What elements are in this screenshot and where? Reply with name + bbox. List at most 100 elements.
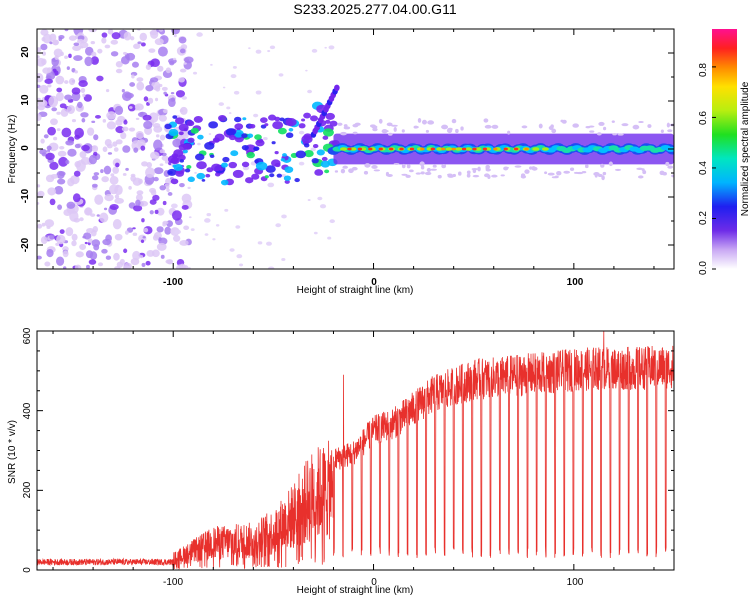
spectrogram-cell <box>122 145 131 153</box>
spectrogram-cell <box>281 257 286 261</box>
spectrogram-cell <box>485 164 491 169</box>
spectrogram-cell <box>57 204 63 210</box>
spectrogram-cell <box>131 61 139 68</box>
spectrogram-cell <box>632 124 640 130</box>
spectrogram-cell <box>64 29 69 32</box>
spectrogram-cell <box>175 170 185 177</box>
spectrogram-cell <box>183 128 188 132</box>
spectrogram-cell <box>56 128 61 132</box>
spectrogram-cell <box>97 48 103 54</box>
spectrogram-cell <box>115 162 120 168</box>
colorbar: 0.0 0.2 0.4 0.6 0.8 Normalized spectral … <box>698 29 750 275</box>
spectrogram-cell <box>371 164 378 169</box>
spectrogram-cell <box>79 217 84 222</box>
snr-panel: -100 0 100 0 200 400 600 Height of strai… <box>7 327 675 596</box>
spectrogram-cell <box>50 173 58 179</box>
spectrogram-ytick-label: 20 <box>20 46 31 58</box>
spectrogram-cell <box>167 192 173 196</box>
spectrogram-cell <box>421 119 427 125</box>
spectrogram-cell <box>84 56 93 67</box>
spectrogram-cell <box>229 134 236 141</box>
spectrogram-cell <box>172 57 177 61</box>
spectrogram-cell <box>103 165 112 175</box>
spectrogram-cell <box>64 55 69 59</box>
spectrogram-cell <box>114 197 124 204</box>
spectrogram-cell <box>441 124 449 130</box>
spectrogram-cell <box>430 147 436 151</box>
spectrogram-cell <box>87 127 95 136</box>
spectrogram-cell <box>123 119 128 125</box>
spectrogram-cell <box>608 161 613 167</box>
spectrogram-cell <box>647 124 652 128</box>
spectrogram-cell <box>143 227 149 233</box>
spectrogram-cell <box>638 120 644 124</box>
spectrogram-cell <box>420 147 425 151</box>
spectrogram-cell <box>80 87 86 93</box>
spectrogram-cell <box>71 67 76 73</box>
spectrogram-cell <box>71 233 78 241</box>
spectrogram-cell <box>90 229 97 237</box>
spectrogram-cell <box>91 183 98 188</box>
spectrogram-cell <box>122 173 127 176</box>
spectrogram-cell <box>263 137 268 141</box>
spectrogram-cell <box>154 38 164 46</box>
spectrogram-cell <box>218 102 224 106</box>
spectrogram-cell <box>254 159 259 163</box>
spectrogram-cell <box>53 48 63 58</box>
spectrogram-cell <box>74 70 78 74</box>
spectrogram-cell <box>532 147 540 151</box>
spectrogram-cell <box>168 128 179 137</box>
spectrogram-cell <box>124 230 129 235</box>
spectrogram-cell <box>126 266 132 269</box>
spectrogram-cell <box>324 46 327 49</box>
spectrogram-cell <box>79 41 89 49</box>
spectrogram-cell <box>129 82 136 87</box>
spectrogram-cell <box>158 237 162 242</box>
spectrogram-cell <box>170 178 179 185</box>
spectrogram-cell <box>171 29 180 35</box>
spectrogram-cell <box>123 51 127 55</box>
spectrogram-cell <box>47 126 56 136</box>
spectrogram-cell <box>51 107 58 112</box>
spectrogram-cell <box>156 242 167 251</box>
spectrogram-cell <box>157 65 164 72</box>
snr-ticks <box>37 330 674 571</box>
spectrogram-cell <box>130 175 137 182</box>
spectrogram-cell <box>255 161 268 171</box>
spectrogram-cell <box>63 209 72 216</box>
spectrogram-cell <box>284 179 290 184</box>
spectrogram-cell <box>46 71 56 80</box>
spectrogram-cell <box>65 159 70 165</box>
spectrogram-cell <box>59 146 65 150</box>
spectrogram-cell <box>269 173 275 178</box>
spectrogram-cell <box>325 112 335 120</box>
spectrogram-cell <box>170 92 175 95</box>
spectrogram-cell <box>173 149 184 157</box>
spectrogram-cell <box>589 130 595 133</box>
spectrogram-cell <box>401 163 406 169</box>
spectrogram-cell <box>220 179 229 186</box>
spectrogram-cell <box>197 142 201 146</box>
spectrogram-cell <box>41 222 46 227</box>
spectrogram-cell <box>184 56 194 64</box>
spectrogram-cell <box>229 248 235 252</box>
spectrogram-cell <box>477 166 481 172</box>
spectrogram-cell <box>37 255 42 260</box>
spectrogram-cell <box>204 233 209 236</box>
spectrogram-cell <box>132 250 141 261</box>
spectrogram-cell <box>503 147 508 151</box>
spectrogram-cell <box>62 266 67 269</box>
spectrogram-cell <box>186 165 192 169</box>
spectrogram-cell <box>115 139 123 145</box>
spectrogram-cell <box>41 36 46 42</box>
spectrogram-cell <box>601 175 605 181</box>
spectrogram-cell <box>561 119 567 124</box>
spectrogram-cell <box>149 210 154 215</box>
spectrogram-cell <box>59 229 65 235</box>
spectrogram-cell <box>409 147 415 151</box>
spectrogram-cell <box>233 90 240 95</box>
spectrogram-cell <box>115 126 125 134</box>
spectrogram-cell <box>56 256 65 266</box>
spectrogram-cell <box>121 126 129 132</box>
spectrogram-cell <box>409 169 414 173</box>
